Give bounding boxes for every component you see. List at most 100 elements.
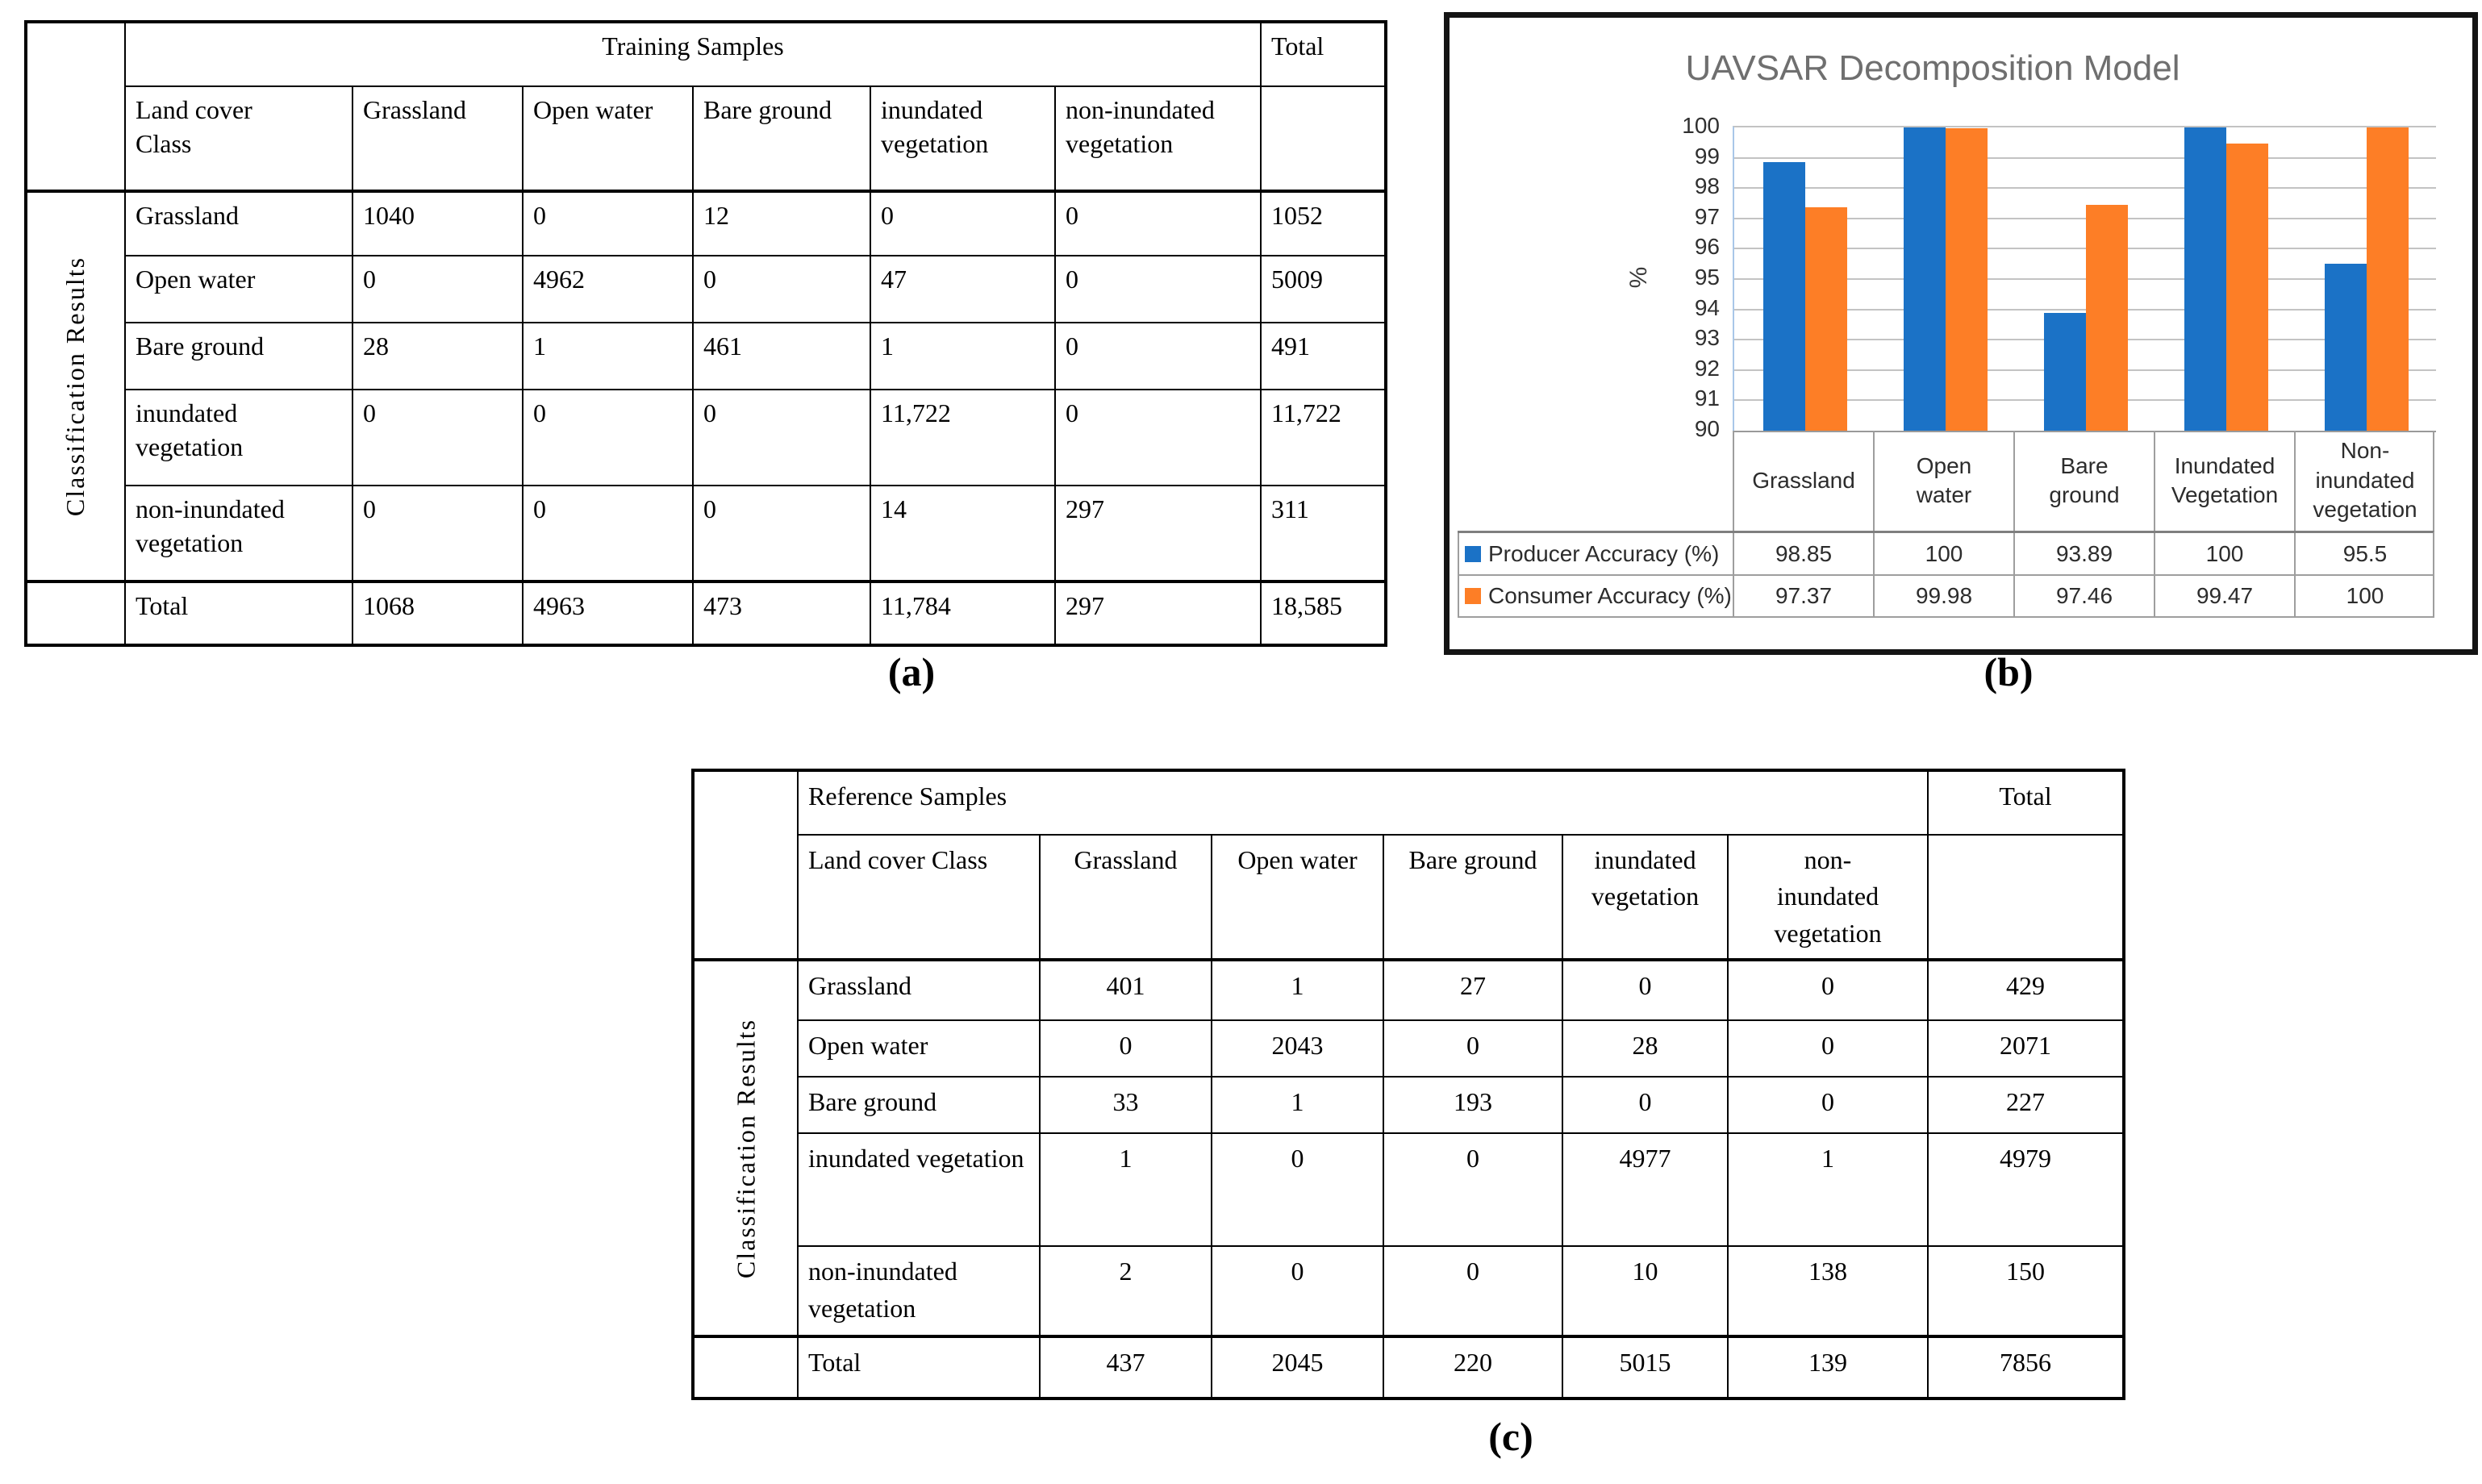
- cell-value: 27: [1383, 958, 1563, 1022]
- cell-value: 0: [1727, 1076, 1929, 1135]
- cell-value: 0: [1383, 1132, 1563, 1248]
- category-row: Grassland Open water Bare ground Inundated …: [1733, 431, 2434, 531]
- cell-value: 0: [522, 485, 694, 582]
- caption-a: (a): [887, 649, 936, 694]
- column-header: Bare ground: [692, 85, 871, 192]
- gridline: [1734, 217, 2436, 219]
- y-tick-label: 100: [1682, 113, 1720, 138]
- y-tick-label: 97: [1694, 203, 1720, 229]
- column-header: Bare ground: [1383, 833, 1563, 961]
- blank-cell: [692, 1335, 799, 1400]
- uavsar-bar-chart: UAVSAR Decomposition Model % 90 91 92 93 94 9…: [1444, 12, 2478, 655]
- chart-title: UAVSAR Decomposition Model: [1685, 48, 2180, 88]
- legend-swatch-consumer-icon: [1465, 588, 1481, 604]
- cell-value: 1: [1211, 1076, 1384, 1135]
- legend-swatch-producer-icon: [1465, 545, 1481, 562]
- corner-label: Land cover Class: [797, 833, 1041, 961]
- row-total: 5009: [1260, 255, 1387, 323]
- cell-value: 14: [870, 485, 1056, 582]
- total-column-header: Total: [1260, 21, 1387, 87]
- side-label: Classification Results: [730, 1018, 760, 1278]
- series-label-consumer: Consumer Accuracy (%): [1458, 576, 1733, 616]
- y-tick-label: 93: [1694, 325, 1720, 351]
- blank-cell: [1260, 85, 1387, 192]
- cell-value: 0: [1039, 1019, 1212, 1078]
- cell-value: 0: [692, 485, 871, 582]
- category-label: Open water: [1873, 431, 2013, 531]
- y-tick-label: 90: [1694, 416, 1720, 441]
- total-value: 11,784: [870, 580, 1056, 646]
- cell-value: 0: [1054, 255, 1262, 323]
- gridline: [1734, 248, 2436, 250]
- row-label: Open water: [797, 1019, 1041, 1078]
- series-value: 95.5: [2294, 533, 2434, 574]
- cell-value: 4977: [1562, 1132, 1729, 1248]
- column-header: Grassland: [1039, 833, 1212, 961]
- series-value: 97.37: [1733, 576, 1873, 616]
- row-label: inundated vegetation: [124, 389, 353, 486]
- gridline: [1734, 308, 2436, 311]
- cell-value: 1: [1211, 958, 1384, 1022]
- column-header: non- inundated vegetation: [1727, 833, 1929, 961]
- category-label: Non- inundated vegetation: [2294, 431, 2434, 531]
- blank-cell: [1927, 833, 2125, 961]
- plot-area: [1733, 126, 2436, 432]
- category-label: Grassland: [1733, 431, 1873, 531]
- row-label: inundated vegetation: [797, 1132, 1041, 1248]
- column-header: Open water: [1211, 833, 1384, 961]
- cell-value: 28: [352, 322, 524, 390]
- row-total: 4979: [1927, 1132, 2125, 1248]
- cell-value: 0: [1054, 322, 1262, 390]
- cell-value: 0: [1727, 1019, 1929, 1078]
- series-name: Producer Accuracy (%): [1488, 540, 1720, 566]
- cell-value: 0: [1383, 1019, 1563, 1078]
- y-tick-label: 98: [1694, 173, 1720, 199]
- column-header: Grassland: [352, 85, 524, 192]
- cell-value: 47: [870, 255, 1056, 323]
- side-label-cell: Classification Results: [692, 958, 799, 1338]
- row-total: 11,722: [1260, 389, 1387, 486]
- row-label: Grassland: [797, 958, 1041, 1022]
- bar-consumer-4: [2367, 127, 2409, 431]
- cell-value: 0: [692, 255, 871, 323]
- cell-value: 0: [352, 485, 524, 582]
- cell-value: 0: [1054, 190, 1262, 256]
- row-label: Bare ground: [124, 322, 353, 390]
- y-tick-label: 99: [1694, 143, 1720, 169]
- cell-value: 401: [1039, 958, 1212, 1022]
- cell-value: 0: [352, 389, 524, 486]
- total-value: 2045: [1211, 1335, 1384, 1400]
- cell-value: 0: [522, 389, 694, 486]
- cell-value: 1: [870, 322, 1056, 390]
- column-header: Open water: [522, 85, 694, 192]
- row-label: non-inundated vegetation: [124, 485, 353, 582]
- bar-consumer-1: [1946, 127, 1988, 431]
- cell-value: 1: [1039, 1132, 1212, 1248]
- series-value: 97.46: [2013, 576, 2154, 616]
- series-row-consumer: Consumer Accuracy (%) 97.37 99.98 97.46 99.…: [1458, 574, 2434, 618]
- total-value: 437: [1039, 1335, 1212, 1400]
- cell-value: 4962: [522, 255, 694, 323]
- y-tick-label: 92: [1694, 355, 1720, 381]
- series-value: 100: [1873, 533, 2013, 574]
- caption-c: (c): [1488, 1414, 1533, 1459]
- total-value: 1068: [352, 580, 524, 646]
- bar-consumer-0: [1805, 206, 1847, 431]
- row-label: Bare ground: [797, 1076, 1041, 1135]
- grand-total: 18,585: [1260, 580, 1387, 646]
- total-column-header: Total: [1927, 769, 2125, 836]
- cell-value: 10: [1562, 1245, 1729, 1338]
- reference-samples-table: Reference Samples Total Land cover Class…: [691, 769, 2125, 1401]
- gridline: [1734, 156, 2436, 159]
- row-total: 491: [1260, 322, 1387, 390]
- series-value: 93.89: [2013, 533, 2154, 574]
- group-header: Training Samples: [124, 21, 1262, 87]
- bar-consumer-3: [2226, 143, 2268, 431]
- y-tick-label: 95: [1694, 265, 1720, 290]
- column-header: non-inundated vegetation: [1054, 85, 1262, 192]
- row-label: Grassland: [124, 190, 353, 256]
- caption-b: (b): [1984, 649, 2034, 694]
- cell-value: 193: [1383, 1076, 1563, 1135]
- training-samples-table: Training Samples Total Land cover Class …: [24, 20, 1387, 647]
- cell-value: 0: [1562, 958, 1729, 1022]
